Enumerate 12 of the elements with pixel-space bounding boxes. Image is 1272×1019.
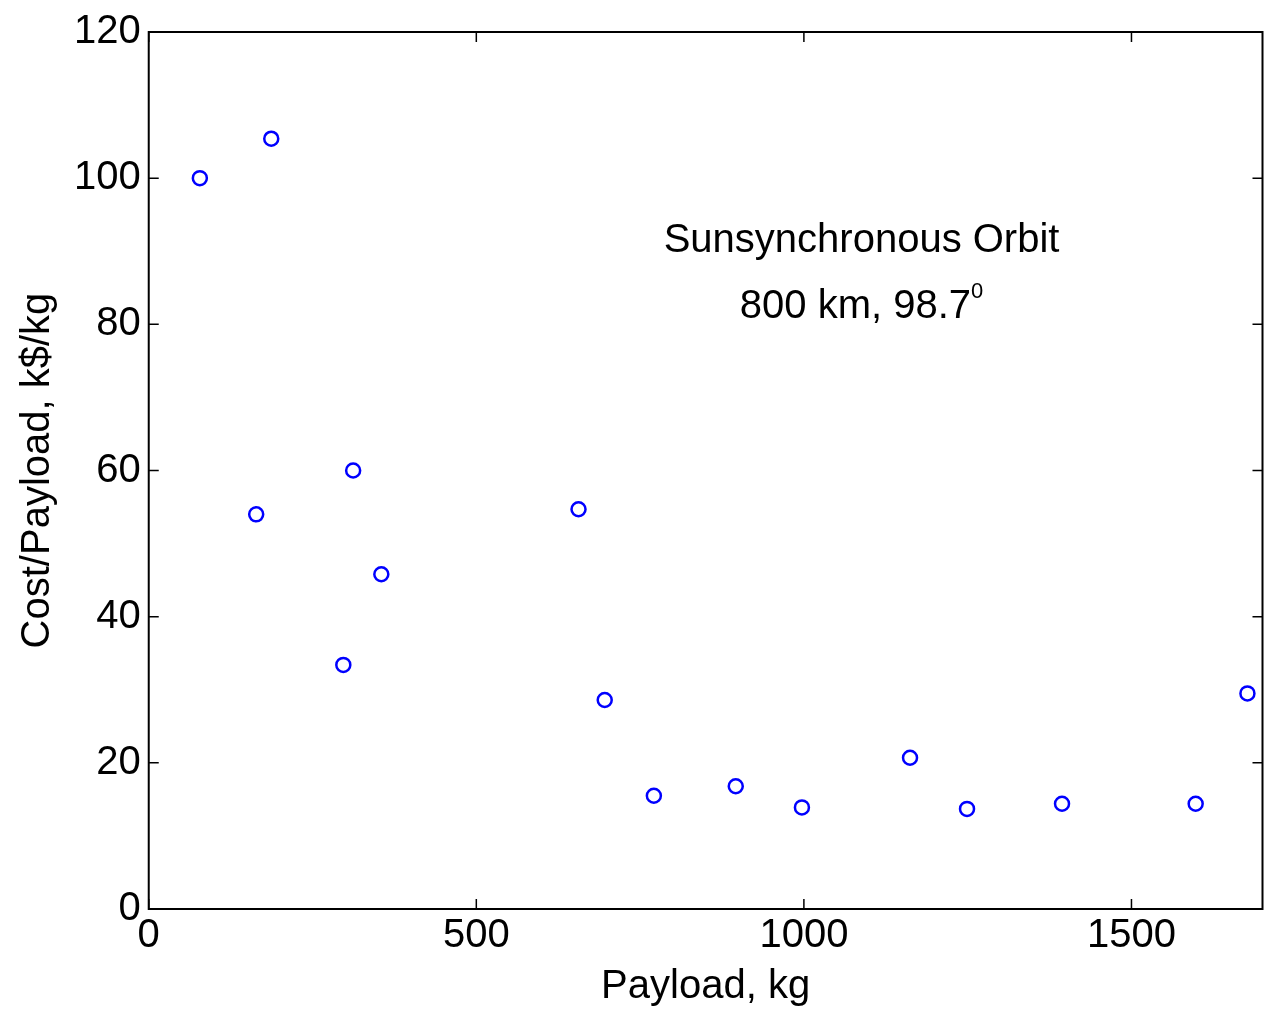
y-tick-label: 40 <box>96 591 141 636</box>
x-tick-label: 500 <box>442 911 510 956</box>
y-tick-label: 80 <box>96 299 141 344</box>
y-tick-label: 20 <box>96 737 141 782</box>
annotation: Sunsynchronous Orbit <box>663 216 1060 260</box>
x-axis-title: Payload, kg <box>601 962 811 1007</box>
y-axis-title: Cost/Payload, k$/kg <box>13 292 58 649</box>
y-tick-label: 120 <box>73 7 141 52</box>
x-tick-label: 1000 <box>759 911 849 956</box>
y-tick-label: 60 <box>96 445 141 490</box>
x-tick-label: 1500 <box>1086 911 1176 956</box>
y-tick-label: 100 <box>73 153 141 198</box>
